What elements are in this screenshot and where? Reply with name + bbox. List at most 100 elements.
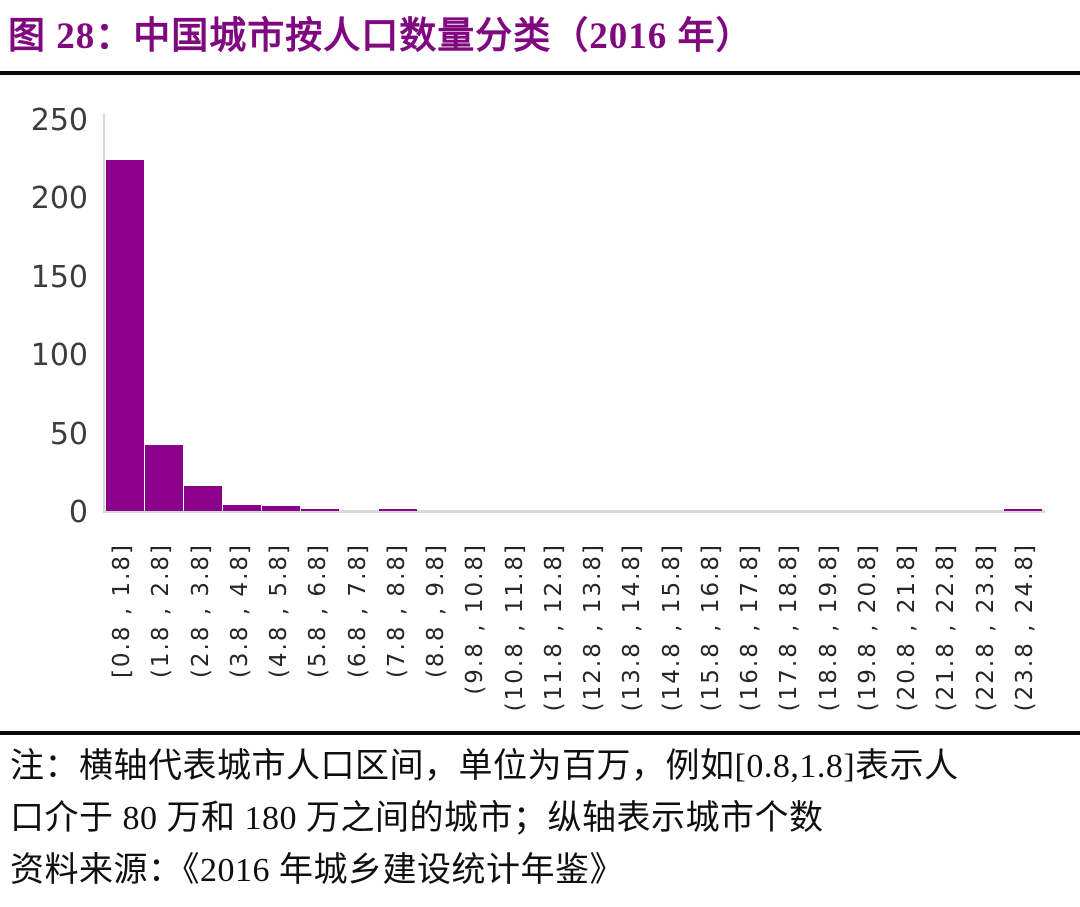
x-tick-slot: (7.8 , 8.8]: [378, 543, 417, 711]
x-tick-slot: (20.8 , 21.8]: [888, 543, 927, 711]
bar-slot: [300, 115, 339, 511]
x-tick-label: (2.8 , 3.8]: [187, 543, 214, 679]
bar-slot: [691, 115, 730, 511]
footnotes: 注：横轴代表城市人口区间，单位为百万，例如[0.8,1.8]表示人 口介于 80…: [0, 735, 1080, 897]
bar: [261, 506, 300, 511]
y-tick-label: 100: [30, 338, 88, 374]
y-tick-label: 0: [68, 495, 88, 530]
bar-slot: [1004, 115, 1043, 511]
bars-group: [105, 115, 1043, 511]
x-tick-label: (15.8 , 16.8]: [697, 543, 724, 712]
bar-slot: [926, 115, 965, 511]
bar-slot: [105, 115, 144, 511]
x-tick-label: (16.8 , 17.8]: [737, 543, 764, 712]
bar-slot: [613, 115, 652, 511]
bar-slot: [379, 115, 418, 511]
bar-slot: [144, 115, 183, 511]
bar: [379, 508, 418, 511]
x-tick-label: (8.8 , 9.8]: [423, 543, 450, 679]
x-tick-label: (19.8 , 20.8]: [854, 543, 881, 712]
bar: [183, 485, 222, 511]
note-line-2: 口介于 80 万和 180 万之间的城市；纵轴表示城市个数: [10, 800, 824, 837]
x-tick-label: (18.8 , 19.8]: [815, 543, 842, 712]
x-tick-slot: (14.8 , 15.8]: [653, 543, 692, 711]
x-tick-slot: (1.8 , 2.8]: [142, 543, 181, 711]
x-tick-slot: (21.8 , 22.8]: [927, 543, 966, 711]
bar: [105, 159, 144, 511]
note-line-1: 注：横轴代表城市人口区间，单位为百万，例如[0.8,1.8]表示人: [10, 748, 959, 785]
bar-slot: [965, 115, 1004, 511]
bar-slot: [808, 115, 847, 511]
x-tick-slot: (16.8 , 17.8]: [731, 543, 770, 711]
bar-slot: [261, 115, 300, 511]
bar-slot: [730, 115, 769, 511]
x-tick-label: (21.8 , 22.8]: [933, 543, 960, 712]
x-tick-slot: (5.8 , 6.8]: [299, 543, 338, 711]
bar-slot: [183, 115, 222, 511]
y-tick-label: 150: [30, 259, 88, 295]
x-tick-slot: (8.8 , 9.8]: [417, 543, 456, 711]
title-divider-rule: [0, 71, 1080, 75]
x-tick-label: (1.8 , 2.8]: [148, 543, 175, 679]
x-tick-label: (9.8 , 10.8]: [462, 543, 489, 695]
x-tick-slot: (18.8 , 19.8]: [810, 543, 849, 711]
x-tick-slot: (22.8 , 23.8]: [967, 543, 1006, 711]
x-tick-label: (23.8 , 24.8]: [1011, 543, 1038, 712]
x-tick-label: (3.8 , 4.8]: [226, 543, 253, 679]
x-tick-label: (22.8 , 23.8]: [972, 543, 999, 712]
bar-slot: [457, 115, 496, 511]
y-tick-label: 50: [49, 416, 88, 452]
x-axis-tick-labels: [0.8 , 1.8] (1.8 , 2.8] (2.8 , 3.8] (3.8 , …: [103, 543, 1045, 711]
x-tick-label: (4.8 , 5.8]: [266, 543, 293, 679]
source-line: 资料来源：《2016 年城乡建设统计年鉴》: [10, 852, 624, 889]
bar-slot: [496, 115, 535, 511]
bar: [300, 508, 339, 511]
bar: [222, 504, 261, 511]
x-tick-slot: [0.8 , 1.8]: [103, 543, 142, 711]
x-tick-slot: (10.8 , 11.8]: [496, 543, 535, 711]
x-tick-label: (20.8 , 21.8]: [894, 543, 921, 712]
bar-slot: [574, 115, 613, 511]
y-axis-line: [103, 113, 105, 513]
x-tick-label: (6.8 , 7.8]: [344, 543, 371, 679]
bar-slot: [418, 115, 457, 511]
plot-area: [103, 113, 1045, 513]
x-tick-label: (12.8 , 13.8]: [580, 543, 607, 712]
x-tick-slot: (13.8 , 14.8]: [613, 543, 652, 711]
bar: [144, 445, 183, 511]
x-tick-slot: (17.8 , 18.8]: [770, 543, 809, 711]
x-tick-label: (7.8 , 8.8]: [383, 543, 410, 679]
figure-title: 图 28：中国城市按人口数量分类（2016 年）: [8, 16, 754, 57]
x-tick-label: (14.8 , 15.8]: [658, 543, 685, 712]
x-tick-label: (11.8 , 12.8]: [540, 543, 567, 712]
bar-slot: [769, 115, 808, 511]
bar-slot: [887, 115, 926, 511]
x-tick-label: (13.8 , 14.8]: [619, 543, 646, 712]
x-tick-slot: (9.8 , 10.8]: [456, 543, 495, 711]
bar: [1004, 508, 1043, 511]
x-tick-slot: (4.8 , 5.8]: [260, 543, 299, 711]
x-tick-slot: (11.8 , 12.8]: [535, 543, 574, 711]
x-tick-slot: (15.8 , 16.8]: [692, 543, 731, 711]
chart-divider-rule: [0, 731, 1080, 735]
bar-slot: [535, 115, 574, 511]
y-tick-label: 250: [30, 103, 88, 138]
bar-slot: [652, 115, 691, 511]
x-tick-label: (10.8 , 11.8]: [501, 543, 528, 712]
x-tick-slot: (2.8 , 3.8]: [182, 543, 221, 711]
x-tick-label: (5.8 , 6.8]: [305, 543, 332, 679]
x-tick-slot: (23.8 , 24.8]: [1006, 543, 1045, 711]
x-tick-slot: (19.8 , 20.8]: [849, 543, 888, 711]
bar-slot: [847, 115, 886, 511]
y-tick-label: 200: [30, 181, 88, 217]
x-axis-line: [103, 510, 1045, 513]
x-tick-slot: (3.8 , 4.8]: [221, 543, 260, 711]
histogram-chart: 0 50 100 150 200 250 [0.8 , 1.8] (1.8 , 2.8] (2…: [0, 75, 1080, 731]
x-tick-label: [0.8 , 1.8]: [109, 543, 136, 679]
x-tick-label: (17.8 , 18.8]: [776, 543, 803, 712]
bar-slot: [222, 115, 261, 511]
x-tick-slot: (6.8 , 7.8]: [339, 543, 378, 711]
x-tick-slot: (12.8 , 13.8]: [574, 543, 613, 711]
bar-slot: [339, 115, 378, 511]
